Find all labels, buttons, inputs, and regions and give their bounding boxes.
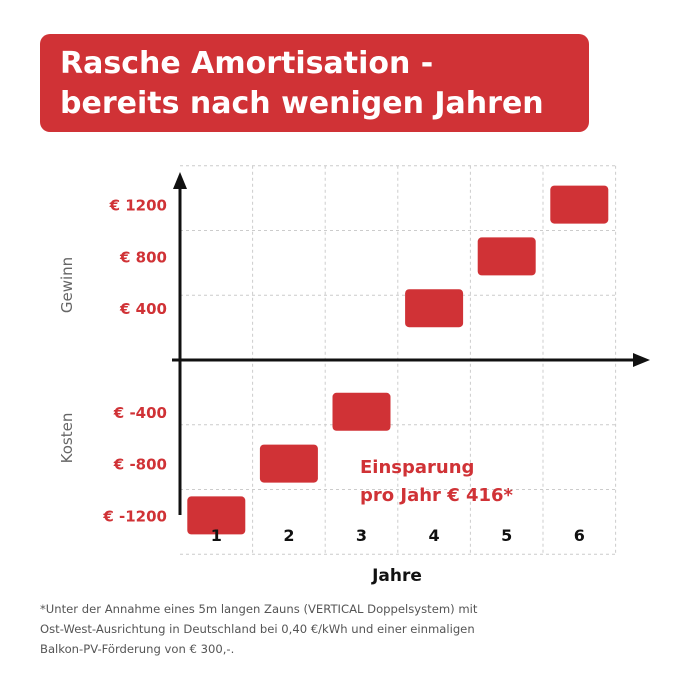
annotation-line-1: Einsparung [360,457,474,478]
footnote-line-3: Balkon-PV-Förderung von € 300,-. [40,642,235,656]
x-tick-label: 4 [429,526,440,545]
x-tick-label: 5 [501,526,512,545]
y-tick-label: € 1200 [109,197,167,215]
footnote-line-1: *Unter der Annahme eines 5m langen Zauns… [40,602,478,616]
y-region-label-kosten: Kosten [58,413,76,464]
x-tick-label: 6 [574,526,585,545]
y-tick-label: € 800 [119,248,167,266]
x-tick-label: 1 [211,526,222,545]
title-line-2: bereits nach wenigen Jahren [60,86,544,121]
bar-year-6 [550,185,609,224]
bar-year-1 [187,496,246,535]
y-tick-label: € 400 [119,300,167,318]
x-axis-label: Jahre [371,566,422,586]
amortisation-chart: € 1200 € 800 € 400 € -400 € -800 € -1200 1 2 3 4 5… [58,165,650,586]
title-line-1: Rasche Amortisation - [60,46,434,81]
y-tick-label: € -1200 [102,507,167,525]
title-banner: Rasche Amortisation - bereits nach wenig… [40,34,589,132]
footnote-line-2: Ost-West-Ausrichtung in Deutschland bei … [40,622,475,636]
y-axis-arrow-icon [173,172,187,189]
annotation-line-2: pro Jahr € 416* [360,485,514,506]
footnote: *Unter der Annahme eines 5m langen Zauns… [40,599,660,659]
x-tick-label: 3 [356,526,367,545]
bar-year-4 [405,289,464,328]
x-tick-label: 2 [283,526,294,545]
bar-year-3 [332,392,391,431]
chart-labels: € 1200 € 800 € 400 € -400 € -800 € -1200 1 2 3 4 5… [58,197,585,586]
bar-year-5 [477,237,536,276]
chart-axes [172,172,650,515]
bar-year-2 [259,444,318,483]
y-region-label-gewinn: Gewinn [58,257,76,313]
y-tick-label: € -400 [113,404,167,422]
x-axis-arrow-icon [633,353,650,367]
y-tick-label: € -800 [113,456,167,474]
chart-bars [187,185,609,535]
